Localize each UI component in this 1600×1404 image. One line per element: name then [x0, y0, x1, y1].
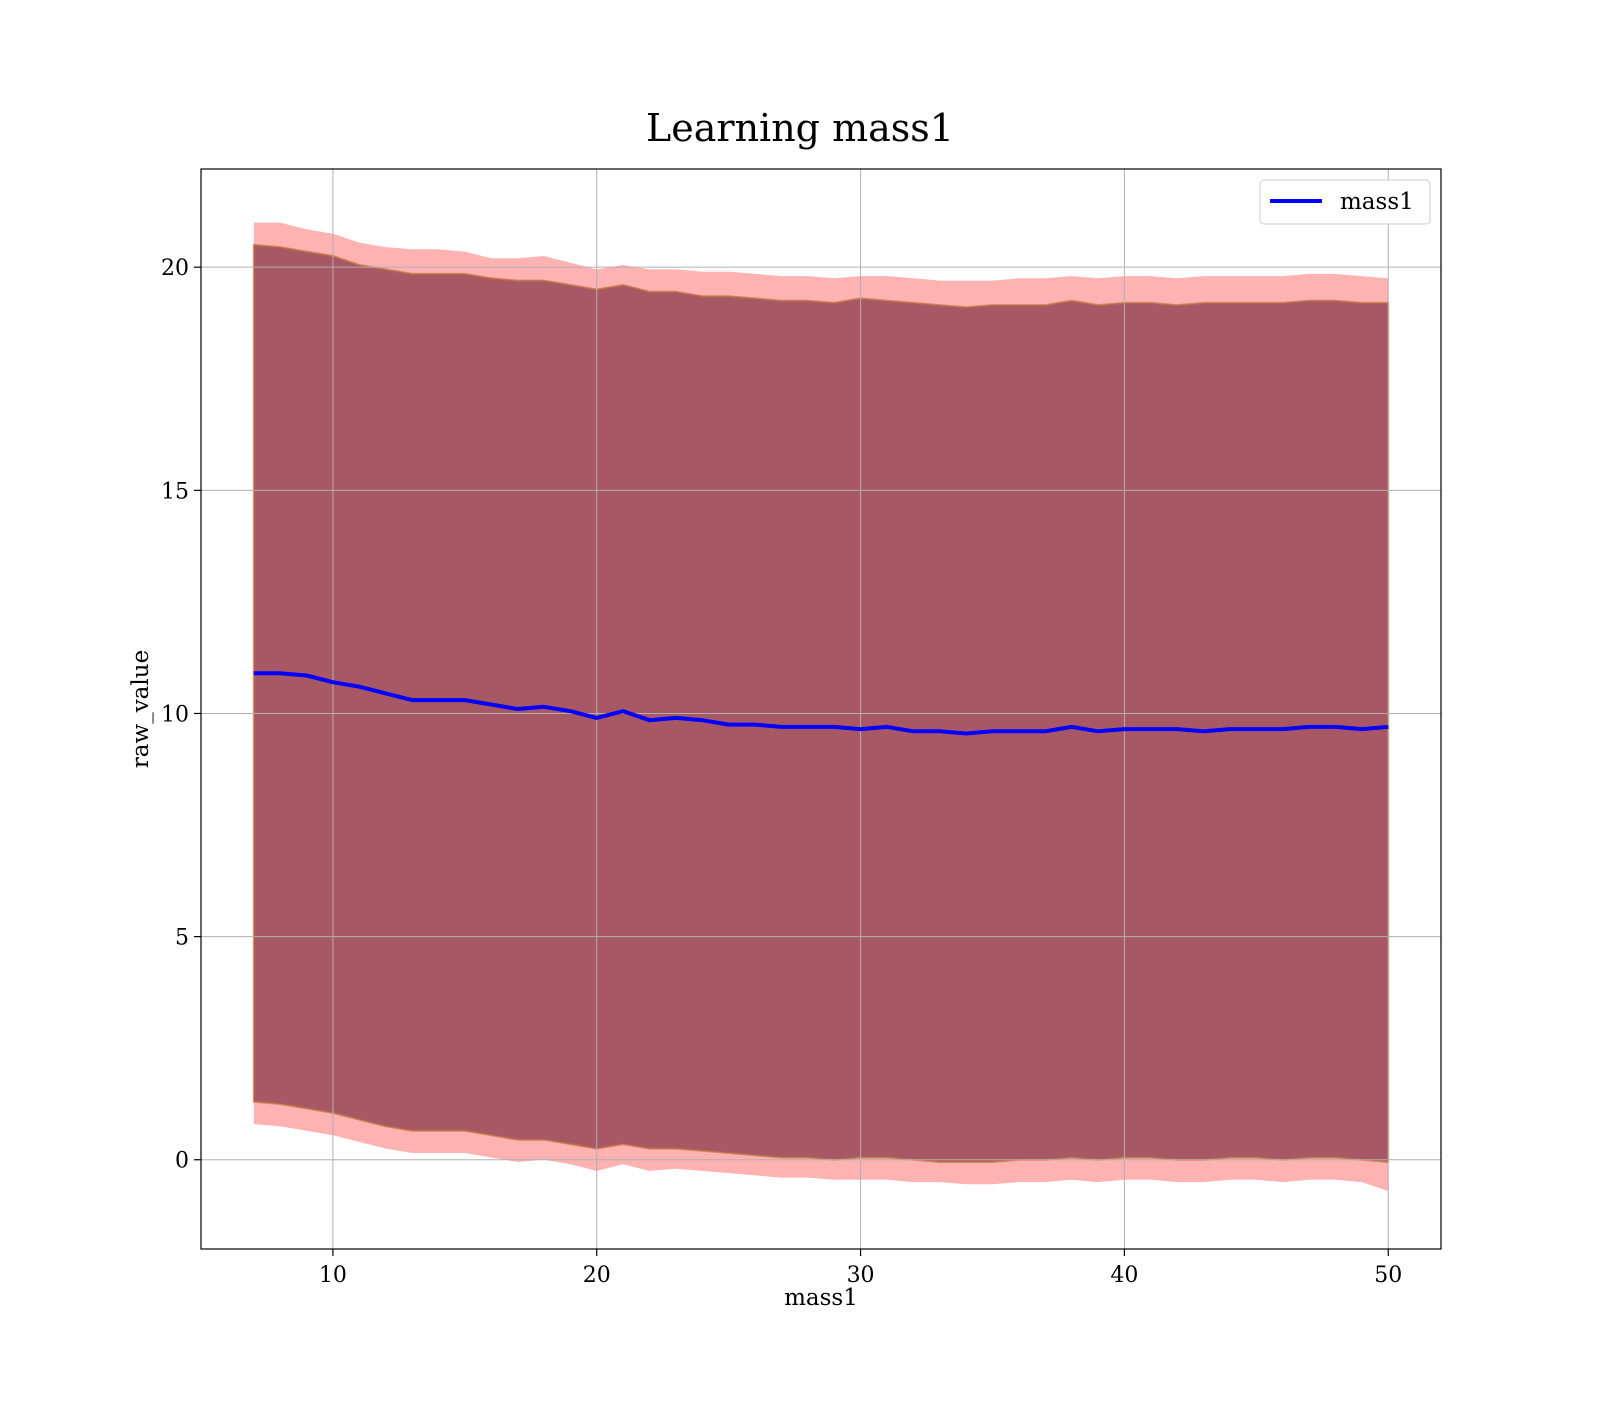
plot-frame — [200, 168, 1442, 1250]
y-tick-label: 0 — [175, 1149, 189, 1174]
x-tick-label: 10 — [319, 1263, 347, 1288]
y-tick-label: 15 — [161, 479, 189, 504]
legend-box — [1259, 179, 1431, 225]
bands-layer — [252, 222, 1390, 1192]
grid-layer — [201, 169, 1441, 1249]
legend-label: mass1 — [1340, 189, 1414, 215]
x-tick-label: 20 — [583, 1263, 611, 1288]
x-tick-label: 50 — [1374, 1263, 1402, 1288]
y-axis-title: raw_value — [128, 650, 154, 768]
legend: mass1 — [1259, 179, 1431, 225]
chart-title: Learning mass1 — [646, 106, 954, 150]
mass1-line — [253, 671, 1389, 736]
y-tick-label: 20 — [161, 256, 189, 281]
x-tick-label: 40 — [1110, 1263, 1138, 1288]
y-tick-label: 5 — [175, 926, 189, 951]
x-axis-title: mass1 — [784, 1285, 858, 1311]
x-tick-label: 30 — [847, 1263, 875, 1288]
ticks-layer: 10 20 30 40 50 0 5 10 15 20 — [161, 256, 1402, 1288]
inner-confidence-band — [252, 243, 1390, 1164]
y-tick-label: 10 — [161, 702, 189, 727]
